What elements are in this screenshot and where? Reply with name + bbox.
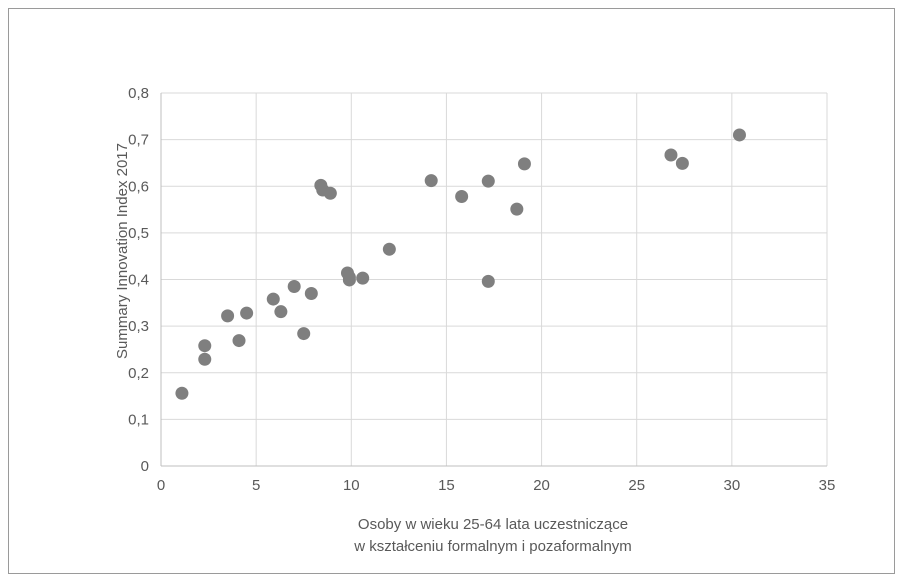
data-point — [304, 286, 318, 300]
data-point — [510, 202, 524, 216]
data-point — [732, 128, 746, 142]
x-tick-label: 25 — [628, 477, 645, 494]
data-point — [356, 271, 370, 285]
x-tick-label: 10 — [343, 477, 360, 494]
data-point — [382, 242, 396, 256]
y-axis-title: Summary Innovation Index 2017 — [114, 143, 131, 359]
data-point — [274, 305, 288, 319]
x-axis-title-line-2: w kształceniu formalnym i pozaformalnym — [353, 538, 632, 555]
x-tick-label: 5 — [252, 477, 260, 494]
data-point — [266, 292, 280, 306]
x-tick-label: 0 — [157, 477, 165, 494]
x-tick-label: 35 — [819, 477, 836, 494]
data-point — [240, 306, 254, 320]
data-point — [297, 327, 311, 341]
data-point — [198, 352, 212, 366]
data-point — [481, 174, 495, 188]
data-points — [175, 128, 746, 400]
y-tick-labels: 0 0,1 0,2 0,3 0,4 0,5 0,6 0,7 0,8 — [128, 85, 149, 475]
data-point — [287, 279, 301, 293]
data-point — [664, 148, 678, 162]
y-tick-label: 0,8 — [128, 85, 149, 102]
data-point — [424, 174, 438, 188]
data-point — [221, 309, 235, 323]
x-tick-labels: 0 5 10 15 20 25 30 35 — [157, 477, 836, 494]
data-point — [175, 386, 189, 400]
data-point — [481, 274, 495, 288]
data-point — [323, 186, 337, 200]
data-point — [198, 339, 212, 353]
y-tick-label: 0,3 — [128, 318, 149, 335]
data-point — [675, 156, 689, 170]
x-tick-label: 15 — [438, 477, 455, 494]
data-point — [455, 190, 469, 204]
y-tick-label: 0,6 — [128, 178, 149, 195]
y-tick-label: 0,5 — [128, 225, 149, 242]
data-point — [517, 157, 531, 171]
gridlines — [161, 92, 828, 466]
x-axis-title-line-1: Osoby w wieku 25-64 lata uczestniczące — [358, 516, 628, 533]
data-point — [342, 273, 356, 287]
y-tick-label: 0,1 — [128, 411, 149, 428]
scatter-chart: 0 0,1 0,2 0,3 0,4 0,5 0,6 0,7 0,8 0 5 10 15 20 25 30 35… — [114, 85, 836, 555]
x-tick-label: 30 — [724, 477, 741, 494]
x-tick-label: 20 — [533, 477, 550, 494]
axes — [160, 93, 827, 467]
chart-frame: 0 0,1 0,2 0,3 0,4 0,5 0,6 0,7 0,8 0 5 10 15 20 25 30 35… — [8, 8, 895, 574]
y-tick-label: 0 — [141, 458, 149, 475]
y-tick-label: 0,7 — [128, 132, 149, 149]
y-tick-label: 0,4 — [128, 272, 149, 289]
data-point — [232, 334, 246, 348]
y-tick-label: 0,2 — [128, 365, 149, 382]
